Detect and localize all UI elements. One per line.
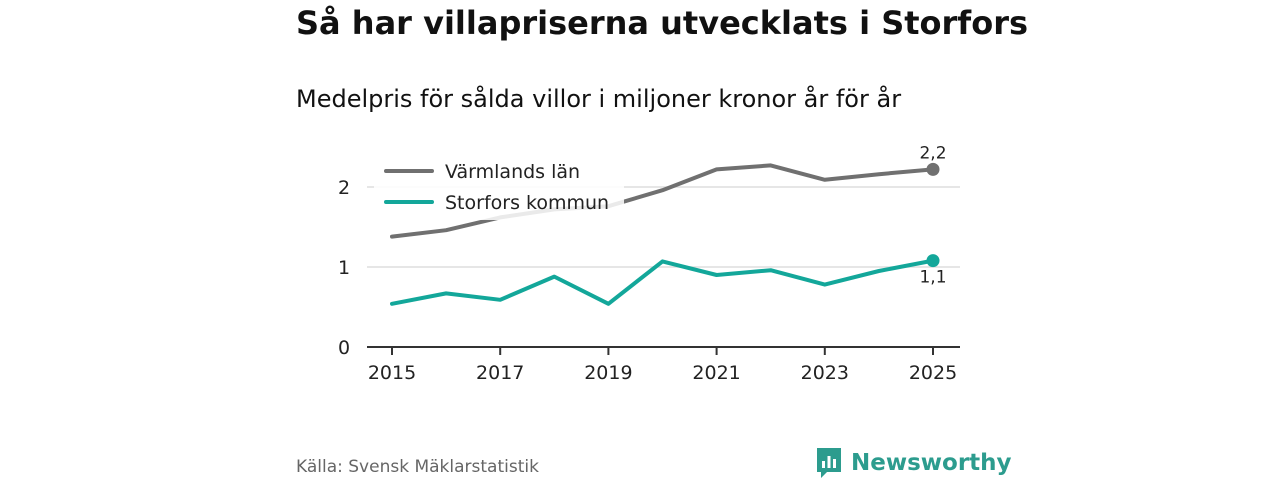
series-lines xyxy=(390,162,940,306)
end-value-label: 1,1 xyxy=(919,268,946,288)
y-tick-label: 1 xyxy=(338,257,350,279)
legend: Värmlands län Storfors kommun xyxy=(374,152,624,220)
end-marker xyxy=(926,162,940,176)
x-tick-label: 2017 xyxy=(476,362,524,384)
y-tick-label: 0 xyxy=(338,337,350,359)
x-tick-label: 2021 xyxy=(692,362,740,384)
series-line-storfors-kommun xyxy=(390,258,935,306)
source-note: Källa: Svensk Mäklarstatistik xyxy=(296,457,539,477)
legend-label: Storfors kommun xyxy=(445,192,609,214)
end-labels: 2,2 1,1 xyxy=(919,143,946,287)
legend-label: Värmlands län xyxy=(445,161,580,183)
chart-subtitle: Medelpris för sålda villor i miljoner kr… xyxy=(296,85,902,113)
x-tick-label: 2015 xyxy=(368,362,416,384)
axis-ticks: 0 1 2 2015 2017 2019 2021 2023 2025 xyxy=(338,177,957,384)
end-marker xyxy=(926,254,940,268)
newsworthy-logo-icon xyxy=(817,448,841,478)
x-tick-label: 2019 xyxy=(584,362,632,384)
x-tick-label: 2025 xyxy=(909,362,957,384)
y-tick-label: 2 xyxy=(338,177,350,199)
brand-logo: Newsworthy xyxy=(815,446,1012,480)
end-value-label: 2,2 xyxy=(919,143,946,163)
legend-background xyxy=(374,152,624,220)
brand-name: Newsworthy xyxy=(851,450,1012,476)
chart-title: Så har villapriserna utvecklats i Storfo… xyxy=(296,4,1029,42)
x-tick-label: 2023 xyxy=(801,362,849,384)
series-line-varmlands-lan xyxy=(390,163,935,239)
